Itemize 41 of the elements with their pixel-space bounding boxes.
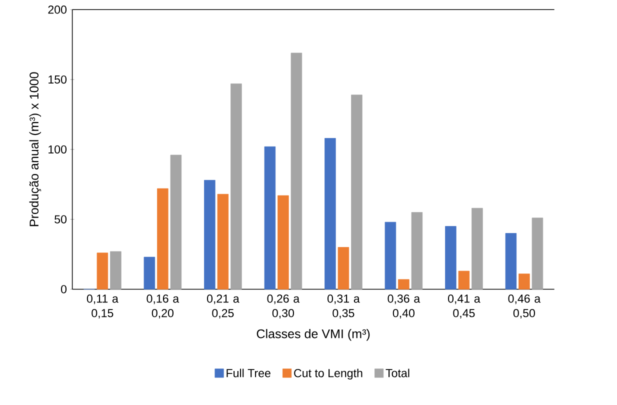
bar — [458, 270, 470, 290]
bar — [217, 194, 229, 290]
bar — [351, 94, 362, 290]
bar — [411, 212, 423, 290]
y-tick-label: 200 — [48, 6, 67, 14]
bar — [290, 52, 302, 290]
bar — [230, 84, 242, 290]
bar — [157, 188, 168, 290]
bar — [505, 233, 517, 290]
legend-label: Cut to Length — [294, 368, 362, 380]
bar — [144, 256, 156, 290]
x-tick-label: 0,11 a 0,15 — [86, 294, 118, 319]
bar — [398, 279, 410, 290]
legend-label: Total — [386, 368, 410, 378]
bar — [204, 180, 216, 290]
y-tick-label: 0 — [60, 285, 67, 294]
bar — [324, 138, 336, 290]
y-tick-label: 150 — [48, 75, 67, 84]
y-tick-label: 100 — [48, 145, 67, 154]
y-tick-label: 50 — [54, 215, 67, 224]
bar — [338, 247, 350, 290]
legend-label: Full Tree — [226, 368, 270, 378]
x-axis-title: Classes de VMI (m³) — [256, 329, 370, 341]
x-tick-label: 0,41 a 0,45 — [448, 294, 480, 319]
x-tick-label: 0,36 a 0,40 — [388, 294, 420, 319]
bar — [445, 226, 456, 290]
x-tick-label: 0,31 a 0,35 — [328, 294, 360, 319]
bar — [384, 222, 396, 290]
x-tick-label: 0,16 a 0,20 — [146, 294, 180, 319]
x-tick-label: 0,26 a 0,30 — [267, 294, 300, 319]
bar — [472, 208, 483, 290]
bar — [170, 154, 182, 290]
bar — [96, 252, 108, 290]
x-tick-label: 0,46 a 0,50 — [508, 294, 541, 319]
y-axis-title: Produção anual (m³) x 1000 — [29, 72, 42, 226]
x-tick-label: 0,21 a 0,25 — [206, 294, 240, 319]
bar — [518, 274, 530, 290]
bar — [532, 218, 544, 290]
bar — [264, 146, 276, 290]
bar — [110, 251, 122, 290]
bar — [278, 195, 289, 290]
